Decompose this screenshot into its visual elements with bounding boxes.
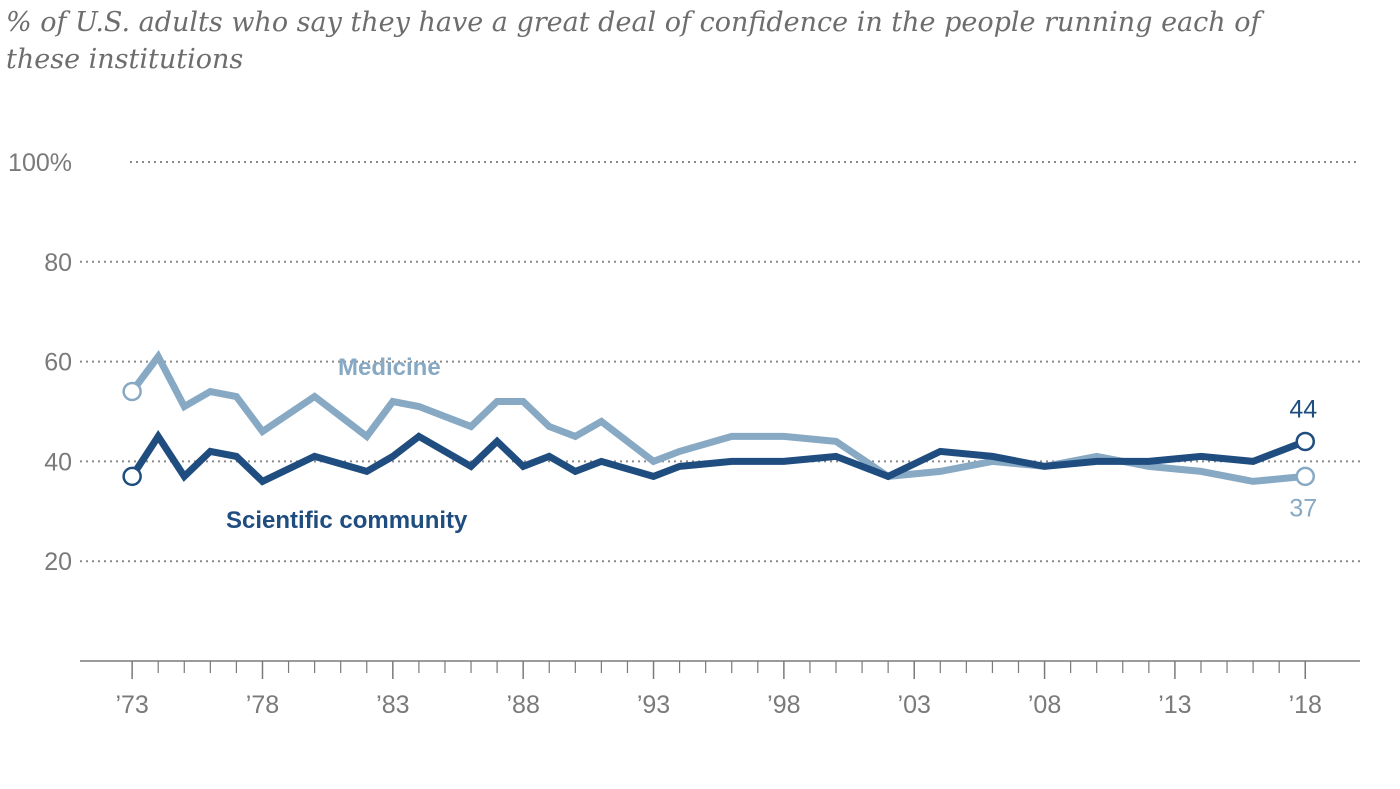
x-tick-label: ’13 (1158, 691, 1191, 719)
scientific-community-line (129, 429, 1307, 486)
series-label-scientific-community: Scientific community (226, 507, 468, 534)
y-tick-label: 80 (44, 249, 72, 277)
series-label-medicine: Medicine (338, 354, 441, 381)
medicine-end-marker (1295, 466, 1316, 487)
end-value-medicine: 37 (1289, 494, 1317, 522)
series-layer (122, 350, 1316, 487)
scientific-community-start-marker (122, 466, 142, 487)
end-value-scientific-community: 44 (1289, 395, 1317, 423)
y-tick-label: 100% (8, 149, 72, 177)
x-tick-label: ’88 (506, 691, 539, 719)
medicine-start-marker (122, 381, 142, 402)
grid-layer: 100% 80 60 40 20 (8, 149, 1360, 576)
x-tick-label: ’03 (898, 691, 931, 719)
x-tick-label: ’93 (637, 691, 670, 719)
scientific-community-end-marker (1295, 431, 1316, 452)
x-tick-label: ’78 (246, 691, 279, 719)
y-tick-label: 20 (44, 548, 72, 576)
x-tick-label: ’73 (115, 691, 148, 719)
x-tick-label: ’18 (1289, 691, 1322, 719)
y-tick-label: 60 (44, 349, 72, 377)
x-tick-label: ’83 (376, 691, 409, 719)
x-axis: ’73 ’78 ’83 ’88 ’93 ’98 ’03 ’08 ’13 ’18 (80, 660, 1360, 719)
x-tick-label: ’08 (1028, 691, 1061, 719)
y-tick-label: 40 (44, 448, 72, 476)
label-layer: Medicine Scientific community 44 37 (226, 354, 1317, 534)
x-tick-label: ’98 (767, 691, 800, 719)
chart-subtitle: % of U.S. adults who say they have a gre… (6, 7, 1261, 75)
